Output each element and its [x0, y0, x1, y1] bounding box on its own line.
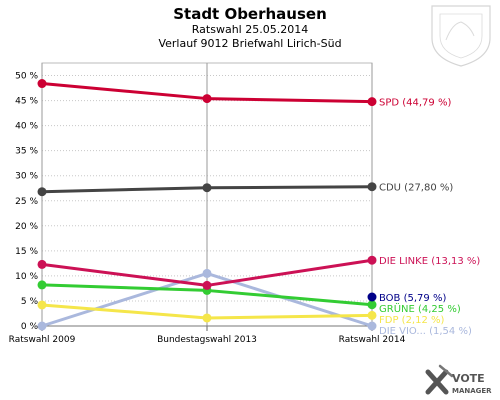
- y-tick-label: 40 %: [15, 122, 38, 132]
- y-tick-label: 5 %: [21, 297, 39, 307]
- logo-text-vote: VOTE: [452, 372, 485, 385]
- x-tick-label: Ratswahl 2009: [9, 335, 76, 345]
- data-point-cdu: [367, 182, 377, 192]
- series-lines: [37, 79, 377, 331]
- logo-text-manager: MANAGER: [452, 387, 492, 395]
- series-labels: SPD (44,79 %) CDU (27,80 %) DIE LINKE (13,…: [379, 98, 480, 337]
- data-point-die-vio: [37, 321, 47, 331]
- data-point-fdp: [37, 300, 47, 310]
- y-tick-label: 50 %: [15, 72, 38, 82]
- y-axis: 0 % 5 % 10 % 15 % 20 % 25 % 30 % 35 % 40 % 45 % 50…: [15, 72, 38, 332]
- series-label-gr-ne: GRÜNE (4,25 %): [379, 302, 461, 315]
- y-tick-label: 10 %: [15, 272, 38, 282]
- vote-manager-logo: VOTE MANAGER: [425, 364, 492, 395]
- coat-of-arms-icon: [431, 5, 491, 67]
- data-point-spd: [202, 94, 212, 104]
- data-point-cdu: [202, 183, 212, 193]
- series-label-die-vio: DIE VIO... (1,54 %): [379, 326, 472, 337]
- data-point-cdu: [37, 187, 47, 197]
- data-point-fdp: [202, 313, 212, 323]
- x-tick-label: Bundestagswahl 2013: [157, 335, 257, 345]
- data-point-spd: [37, 79, 47, 89]
- chart-title: Stadt Oberhausen: [173, 5, 327, 23]
- series-label-cdu: CDU (27,80 %): [379, 183, 453, 194]
- data-point-die-linke: [367, 255, 377, 265]
- vote-manager-x-icon: [425, 364, 454, 395]
- y-tick-label: 20 %: [15, 222, 38, 232]
- x-tick-label: Ratswahl 2014: [339, 335, 406, 345]
- series-label-fdp: FDP (2,12 %): [379, 315, 445, 326]
- y-tick-label: 30 %: [15, 172, 38, 182]
- y-tick-label: 15 %: [15, 247, 38, 257]
- data-point-fdp: [367, 310, 377, 320]
- data-point-gr-ne: [367, 300, 377, 310]
- series-label-die-linke: DIE LINKE (13,13 %): [379, 256, 480, 267]
- data-point-die-linke: [202, 280, 212, 290]
- y-tick-label: 25 %: [15, 197, 38, 207]
- data-point-die-vio: [367, 321, 377, 331]
- chart-subtitle-2: Verlauf 9012 Briefwahl Lirich-Süd: [158, 37, 341, 50]
- y-tick-label: 35 %: [15, 147, 38, 157]
- data-point-spd: [367, 97, 377, 107]
- data-point-gr-ne: [37, 280, 47, 290]
- plot-area: 0 % 5 % 10 % 15 % 20 % 25 % 30 % 35 % 40 % 45 % 50…: [9, 62, 480, 345]
- data-point-die-linke: [37, 259, 47, 269]
- series-label-bob: BOB (5,79 %): [379, 293, 446, 304]
- y-tick-label: 45 %: [15, 97, 38, 107]
- chart-subtitle-1: Ratswahl 25.05.2014: [192, 23, 308, 36]
- x-axis: Ratswahl 2009 Bundestagswahl 2013 Ratswahl…: [9, 325, 406, 345]
- y-tick-label: 0 %: [21, 322, 39, 332]
- data-point-bob: [367, 292, 377, 302]
- data-point-die-vio: [202, 268, 212, 278]
- series-label-spd: SPD (44,79 %): [379, 98, 451, 109]
